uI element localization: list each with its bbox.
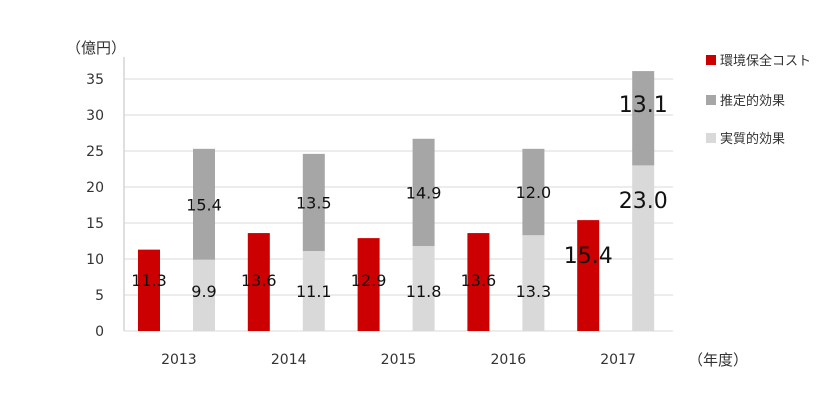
x-tick-label: 2014 (271, 352, 307, 368)
bar-estimated-effect (522, 148, 545, 236)
data-label-estimated-effect: 13.5 (296, 193, 332, 212)
data-label-real-effect: 11.8 (406, 282, 442, 301)
x-tick-label: 2016 (490, 352, 526, 368)
bar-environmental-cost (357, 238, 380, 331)
data-label-real-effect: 23.0 (619, 189, 668, 214)
legend-label-estimated-effect: 推定的効果 (720, 93, 785, 109)
bar-estimated-effect (302, 153, 325, 252)
y-tick-label: 10 (86, 252, 104, 268)
y-tick-label: 25 (86, 144, 104, 160)
y-axis-unit: （億円） (66, 39, 126, 57)
data-labels: 11.3 9.9 15.4 13.6 11.1 13.5 12.9 11.8 14.9 13.6 1… (131, 93, 668, 301)
data-label-environmental-cost: 11.3 (131, 271, 167, 290)
bar-estimated-effect (412, 138, 435, 247)
y-tick-label: 20 (86, 180, 104, 196)
x-tick-label: 2015 (381, 352, 417, 368)
bar-environmental-cost (577, 220, 600, 331)
legend-swatch-estimated-effect (706, 95, 716, 105)
bar-real-effect (302, 251, 325, 331)
x-axis-unit: （年度） (688, 351, 748, 369)
bar-real-effect (632, 165, 655, 331)
data-label-estimated-effect: 12.0 (516, 183, 552, 202)
data-label-estimated-effect: 13.1 (619, 93, 668, 118)
x-tick-label: 2013 (161, 352, 197, 368)
legend-swatch-environmental-cost (706, 55, 716, 65)
bar-environmental-cost (247, 233, 270, 331)
y-tick-label: 5 (95, 288, 104, 304)
legend-label-environmental-cost: 環境保全コスト (720, 53, 811, 69)
bar-environmental-cost (138, 249, 160, 331)
bar-real-effect (412, 246, 435, 331)
legend-label-real-effect: 実質的効果 (720, 131, 785, 147)
data-label-estimated-effect: 14.9 (406, 183, 442, 202)
bar-estimated-effect (193, 148, 215, 260)
bars (138, 71, 655, 331)
bar-real-effect (193, 259, 215, 331)
bar-real-effect (522, 235, 545, 331)
data-label-real-effect: 9.9 (191, 282, 216, 301)
data-label-environmental-cost: 13.6 (461, 271, 497, 290)
legend-swatch-real-effect (706, 133, 716, 143)
y-tick-label: 30 (86, 108, 104, 124)
data-label-real-effect: 11.1 (296, 282, 332, 301)
y-tick-label: 35 (86, 72, 104, 88)
data-label-estimated-effect: 15.4 (186, 195, 222, 214)
legend: 環境保全コスト 推定的効果 実質的効果 (706, 53, 811, 147)
bar-environmental-cost (467, 233, 490, 331)
grid-lines (123, 57, 673, 332)
data-label-environmental-cost: 13.6 (241, 271, 277, 290)
y-tick-label: 15 (86, 216, 104, 232)
data-label-environmental-cost: 12.9 (351, 271, 387, 290)
legend-item-estimated-effect: 推定的効果 (706, 93, 785, 109)
axis-ticks: 0 5 10 15 20 25 30 35 2013 2014 2015 2016 2017 (86, 72, 636, 368)
legend-item-real-effect: 実質的効果 (706, 131, 785, 147)
x-tick-label: 2017 (600, 352, 636, 368)
legend-item-environmental-cost: 環境保全コスト (706, 53, 811, 69)
y-tick-label: 0 (95, 324, 104, 340)
data-label-real-effect: 13.3 (516, 282, 552, 301)
data-label-environmental-cost: 15.4 (564, 244, 613, 269)
bar-estimated-effect (632, 71, 655, 166)
